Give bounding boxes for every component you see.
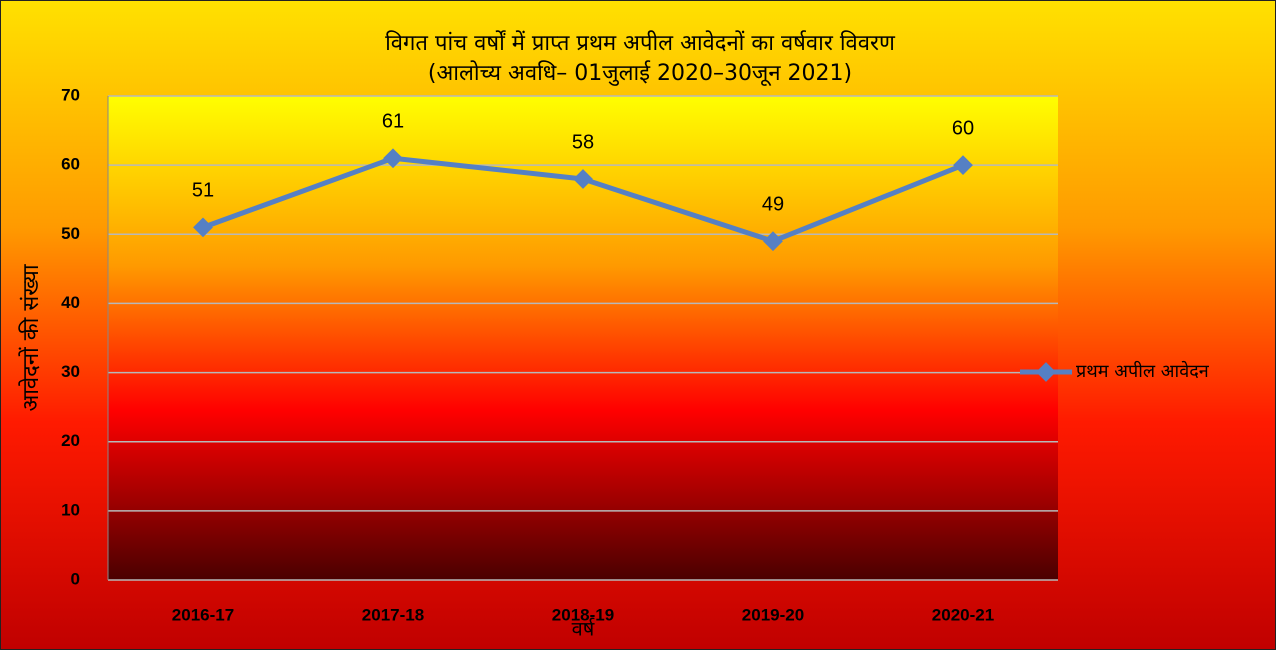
data-label: 49: [762, 193, 784, 215]
data-label: 61: [382, 111, 404, 133]
data-label: 60: [952, 117, 974, 139]
data-label: 58: [572, 131, 594, 153]
y-tick-label: 50: [61, 224, 80, 243]
legend-marker: [1036, 362, 1056, 382]
marker: [193, 217, 213, 238]
marker: [383, 148, 403, 169]
y-tick-label: 20: [61, 431, 80, 450]
data-label: 51: [192, 180, 214, 202]
chart-subtitle: (आलोच्य अवधि– 01जुलाई 2020–30जून 2021): [428, 60, 852, 87]
x-tick-label: 2019-20: [742, 605, 804, 624]
x-axis-label: वर्ष: [572, 617, 596, 641]
y-tick-label: 10: [61, 500, 80, 519]
y-tick-label: 40: [61, 293, 80, 312]
y-tick-label: 30: [61, 362, 80, 381]
chart-title: विगत पांच वर्षों में प्राप्त प्रथम अपील …: [385, 30, 896, 56]
legend-label: प्रथम अपील आवेदन: [1076, 360, 1210, 382]
x-tick-label: 2016-17: [172, 605, 234, 624]
x-tick-label: 2018-19: [552, 605, 614, 624]
y-tick-label: 60: [61, 155, 80, 174]
x-tick-label: 2017-18: [362, 605, 424, 624]
plot-area: [108, 96, 1058, 580]
y-tick-label: 70: [61, 85, 80, 104]
y-axis-label: आवेदनों की संख्या: [18, 264, 44, 411]
y-tick-label: 0: [71, 569, 80, 588]
x-tick-label: 2020-21: [932, 605, 994, 624]
